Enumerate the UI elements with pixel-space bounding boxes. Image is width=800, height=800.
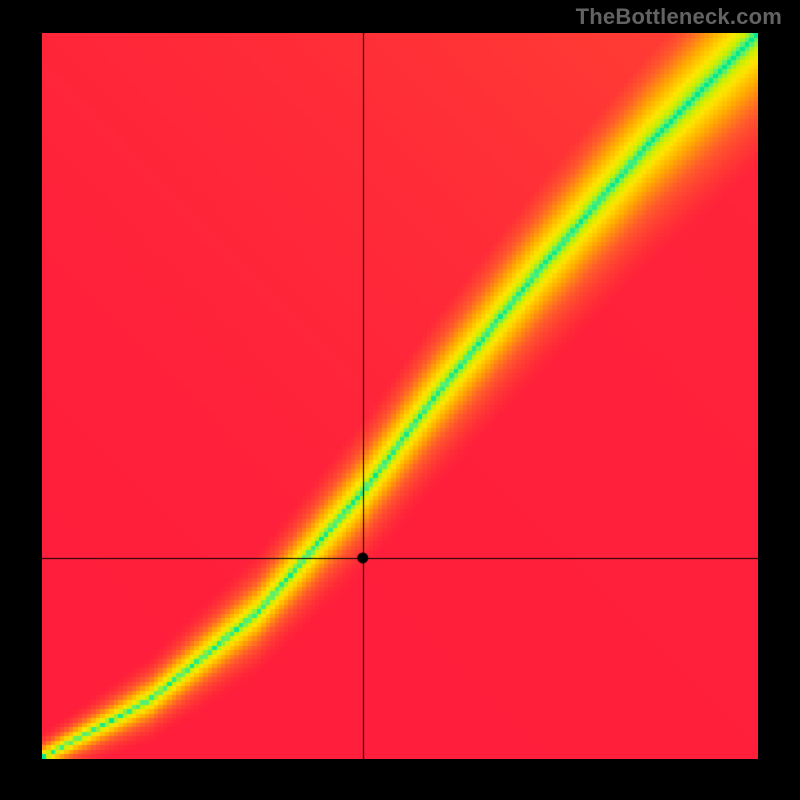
watermark-text: TheBottleneck.com <box>576 4 782 30</box>
chart-container: TheBottleneck.com <box>0 0 800 800</box>
crosshair-overlay <box>42 33 758 759</box>
